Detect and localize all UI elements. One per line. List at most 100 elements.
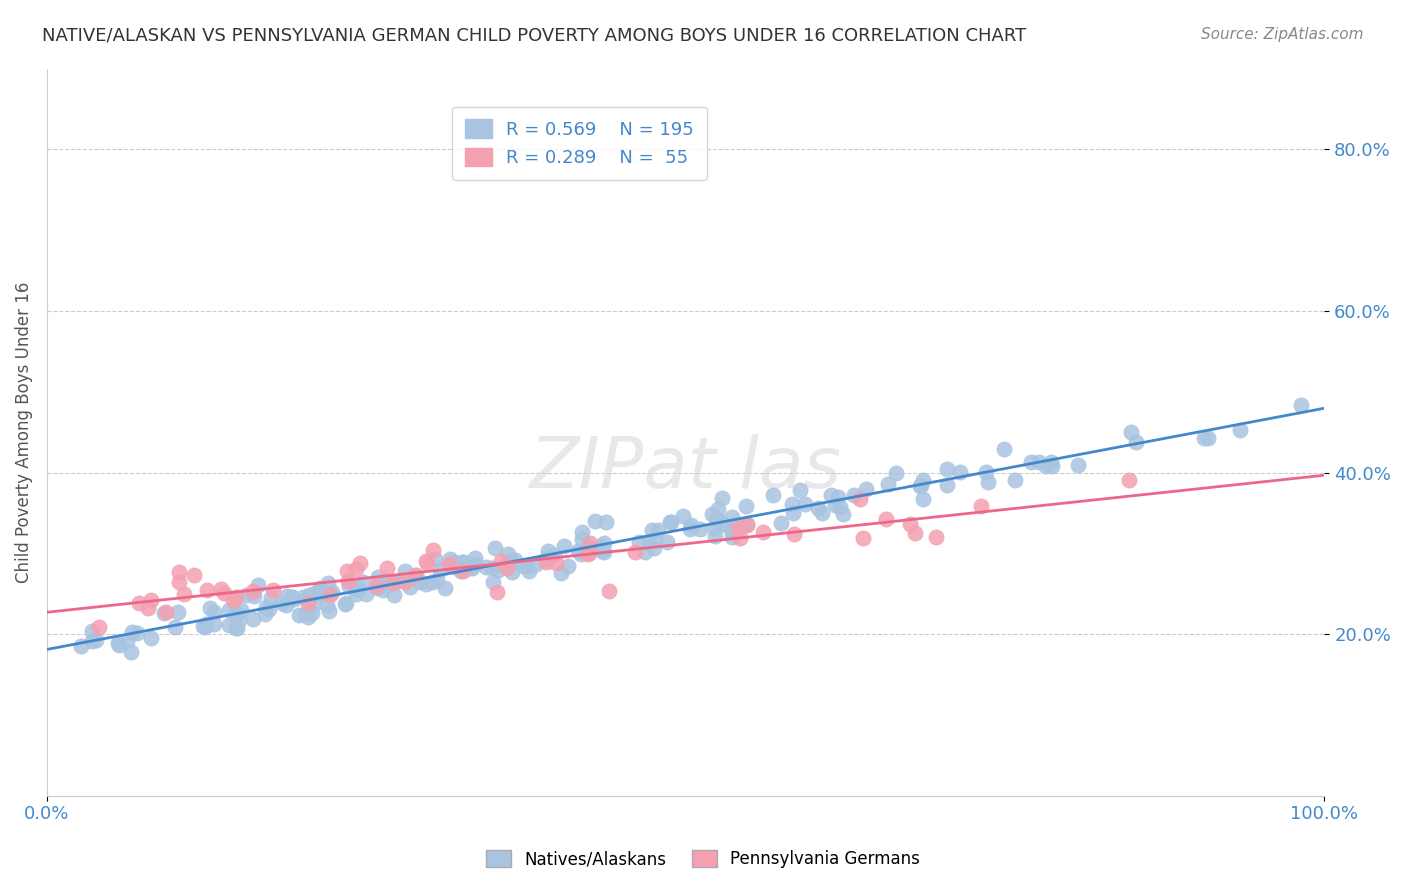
Point bbox=[136, 601, 159, 615]
Point bbox=[855, 482, 877, 496]
Point bbox=[382, 589, 405, 603]
Point bbox=[571, 532, 593, 546]
Point bbox=[1019, 455, 1042, 469]
Point bbox=[294, 607, 316, 621]
Point bbox=[404, 567, 426, 582]
Point bbox=[1067, 458, 1090, 472]
Point bbox=[643, 541, 665, 556]
Point bbox=[451, 564, 474, 578]
Point bbox=[155, 606, 177, 620]
Point bbox=[212, 586, 235, 600]
Point bbox=[550, 566, 572, 580]
Point bbox=[884, 466, 907, 480]
Point bbox=[1291, 399, 1313, 413]
Point bbox=[481, 574, 503, 589]
Point bbox=[139, 592, 162, 607]
Point bbox=[292, 591, 315, 605]
Point bbox=[321, 584, 343, 599]
Point bbox=[830, 500, 852, 515]
Point bbox=[598, 583, 620, 598]
Point bbox=[1125, 434, 1147, 449]
Point bbox=[349, 556, 371, 570]
Point bbox=[297, 596, 319, 610]
Point bbox=[276, 589, 298, 603]
Point bbox=[720, 523, 742, 537]
Point bbox=[689, 522, 711, 536]
Point bbox=[368, 579, 391, 593]
Point bbox=[209, 582, 232, 596]
Point bbox=[84, 632, 107, 647]
Point bbox=[904, 525, 927, 540]
Point bbox=[936, 477, 959, 491]
Point bbox=[225, 621, 247, 635]
Point bbox=[576, 547, 599, 561]
Point bbox=[451, 556, 474, 570]
Point bbox=[254, 607, 277, 622]
Point bbox=[496, 547, 519, 561]
Point bbox=[731, 518, 754, 533]
Point bbox=[464, 551, 486, 566]
Point bbox=[202, 617, 225, 632]
Point bbox=[166, 605, 188, 619]
Point bbox=[679, 518, 702, 533]
Point bbox=[524, 557, 547, 571]
Point bbox=[364, 579, 387, 593]
Point bbox=[728, 532, 751, 546]
Point bbox=[319, 588, 342, 602]
Point bbox=[281, 590, 304, 604]
Point bbox=[337, 579, 360, 593]
Point bbox=[347, 582, 370, 597]
Point bbox=[936, 462, 959, 476]
Point bbox=[108, 639, 131, 653]
Point bbox=[222, 593, 245, 607]
Text: ZIPat las: ZIPat las bbox=[530, 434, 842, 503]
Point bbox=[977, 475, 1000, 490]
Point bbox=[89, 619, 111, 633]
Point bbox=[298, 591, 321, 606]
Point bbox=[423, 552, 446, 566]
Point bbox=[270, 596, 292, 610]
Point bbox=[911, 491, 934, 506]
Point bbox=[120, 645, 142, 659]
Point bbox=[437, 558, 460, 572]
Point bbox=[627, 535, 650, 549]
Point bbox=[309, 581, 332, 595]
Point bbox=[553, 540, 575, 554]
Point bbox=[911, 474, 934, 488]
Point bbox=[711, 517, 734, 532]
Point bbox=[842, 488, 865, 502]
Point bbox=[567, 544, 589, 558]
Point bbox=[512, 559, 534, 574]
Point bbox=[366, 581, 388, 595]
Point bbox=[481, 560, 503, 574]
Point bbox=[486, 563, 509, 577]
Point bbox=[409, 575, 432, 590]
Point bbox=[824, 498, 846, 512]
Point bbox=[405, 568, 427, 582]
Point bbox=[465, 557, 488, 571]
Point bbox=[420, 575, 443, 590]
Point bbox=[444, 560, 467, 574]
Point bbox=[235, 588, 257, 602]
Point bbox=[394, 564, 416, 578]
Point bbox=[543, 548, 565, 562]
Point bbox=[1121, 425, 1143, 440]
Point bbox=[434, 581, 457, 595]
Point bbox=[624, 545, 647, 559]
Point bbox=[302, 597, 325, 611]
Point bbox=[641, 524, 664, 538]
Point bbox=[354, 586, 377, 600]
Point bbox=[501, 565, 523, 579]
Point bbox=[647, 524, 669, 538]
Point bbox=[721, 509, 744, 524]
Point bbox=[537, 544, 560, 558]
Point bbox=[832, 508, 855, 522]
Legend: Natives/Alaskans, Pennsylvania Germans: Natives/Alaskans, Pennsylvania Germans bbox=[479, 843, 927, 875]
Point bbox=[592, 544, 614, 558]
Point bbox=[183, 567, 205, 582]
Point bbox=[439, 551, 461, 566]
Point bbox=[910, 478, 932, 492]
Point bbox=[398, 580, 420, 594]
Point bbox=[453, 555, 475, 569]
Point bbox=[707, 513, 730, 527]
